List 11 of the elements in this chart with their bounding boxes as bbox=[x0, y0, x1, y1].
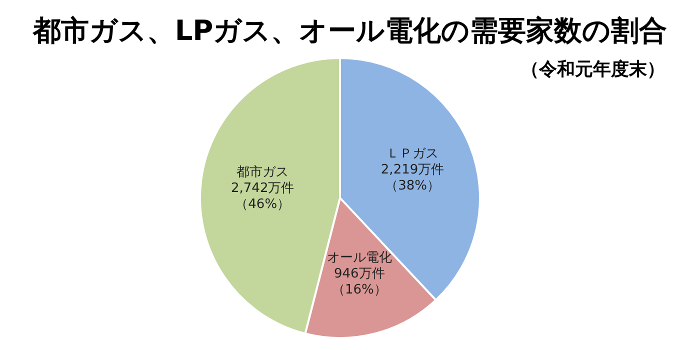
chart-title: 都市ガス、LPガス、オール電化の需要家数の割合 bbox=[32, 14, 668, 47]
text: 2,219万件 bbox=[380, 162, 444, 178]
slice-label: 都市ガス bbox=[236, 165, 289, 180]
slice-label: ＬＰガス bbox=[386, 146, 439, 162]
text: （38%） bbox=[385, 178, 440, 194]
text: 2,742万件 bbox=[231, 181, 294, 196]
text: （16%） bbox=[332, 282, 387, 298]
slice-label: オール電化 bbox=[326, 250, 392, 266]
text: （46%） bbox=[235, 197, 290, 212]
text: 946万件 bbox=[334, 266, 385, 282]
text: （令和元年度末） bbox=[521, 59, 665, 80]
